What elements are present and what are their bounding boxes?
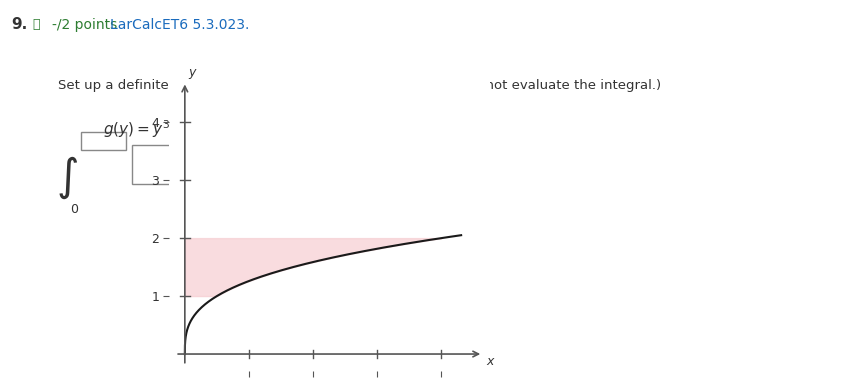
Text: Set up a definite integral that yields the area of the region. (Do not evaluate : Set up a definite integral that yields t… <box>58 79 661 92</box>
Text: y: y <box>188 66 196 79</box>
Text: 9.: 9. <box>11 17 27 32</box>
Text: $g(y) = y^3$: $g(y) = y^3$ <box>103 119 170 140</box>
Text: x: x <box>486 355 493 368</box>
Text: 0: 0 <box>70 203 78 216</box>
Bar <box>132 145 246 185</box>
Bar <box>81 132 126 150</box>
Text: -/2 points: -/2 points <box>52 18 117 31</box>
Text: dy: dy <box>253 158 272 173</box>
Text: $\int$: $\int$ <box>57 155 78 201</box>
Text: LarCalcET6 5.3.023.: LarCalcET6 5.3.023. <box>110 18 249 31</box>
Text: ➕: ➕ <box>32 18 40 31</box>
